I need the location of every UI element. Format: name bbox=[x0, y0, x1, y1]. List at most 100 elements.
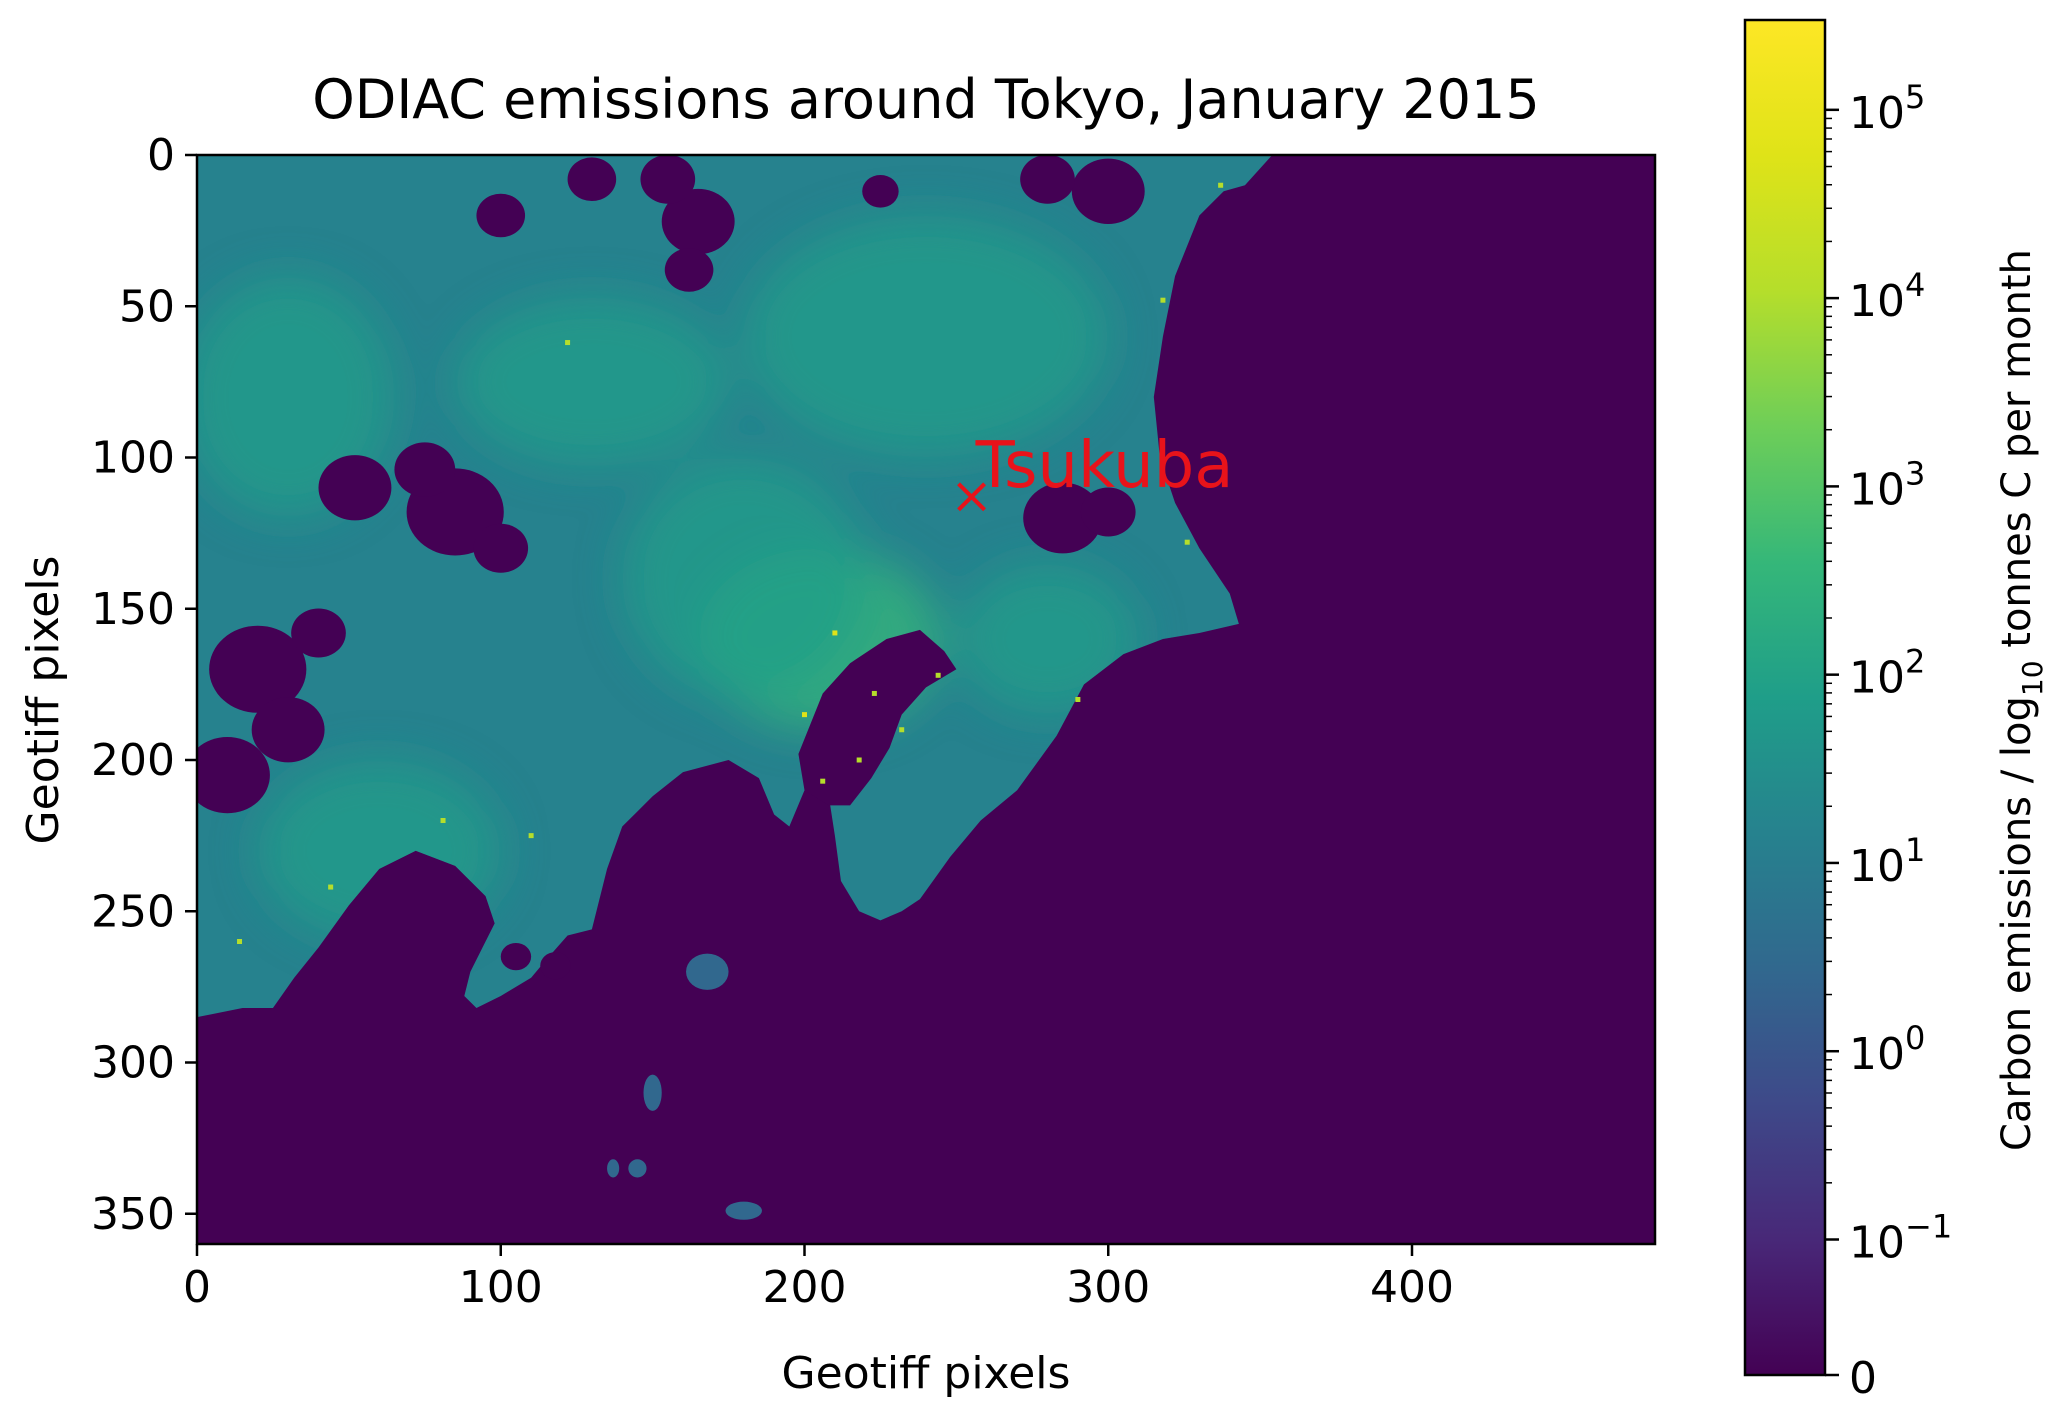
colorbar-label: Carbon emissions / log10 tonnes C per mo… bbox=[1994, 249, 2049, 1151]
emission-hotspot bbox=[802, 712, 807, 718]
x-tick-label: 200 bbox=[763, 1262, 847, 1313]
y-axis-label: Geotiff pixels bbox=[18, 556, 69, 845]
colorbar-tick: 102 bbox=[1825, 643, 1925, 704]
zero-emission-patch bbox=[476, 193, 526, 238]
emission-hotspot bbox=[528, 833, 534, 839]
colorbar-tick: 10−1 bbox=[1825, 1208, 1952, 1269]
y-tick: 250 bbox=[91, 886, 197, 937]
tsukuba-marker bbox=[957, 482, 986, 512]
colorbar-tick: 103 bbox=[1825, 454, 1925, 515]
x-tick: 400 bbox=[1370, 1244, 1454, 1313]
island bbox=[607, 1159, 620, 1178]
x-tick: 200 bbox=[763, 1244, 847, 1313]
y-tick: 50 bbox=[119, 281, 197, 332]
land-layer bbox=[197, 155, 1273, 1220]
zero-emission-patch bbox=[1071, 158, 1145, 224]
y-tick: 300 bbox=[91, 1038, 197, 1089]
colorbar-tick-label: 101 bbox=[1849, 831, 1925, 892]
y-axis: 0 50 100 150 200 250 300 350 bbox=[91, 130, 197, 1240]
island bbox=[643, 1074, 662, 1111]
colorbar-label-sub: 10 bbox=[2016, 660, 2049, 696]
emission-hotspot bbox=[1184, 539, 1190, 545]
x-tick-label: 400 bbox=[1370, 1262, 1454, 1313]
y-tick-label: 50 bbox=[119, 281, 175, 332]
emission-hotspot bbox=[328, 884, 334, 890]
colorbar-label-prefix: Carbon emissions / log bbox=[1994, 696, 2040, 1151]
emission-hotspot bbox=[440, 818, 446, 823]
island bbox=[628, 1159, 647, 1178]
x-axis: 0 100 200 300 400 bbox=[183, 1244, 1454, 1313]
colorbar: 0 10−1 100 101 102 103 104 105 Carbon emissions… bbox=[1743, 18, 2049, 1404]
emission-hotspot bbox=[1218, 182, 1224, 188]
colorbar-tick-label: 102 bbox=[1849, 643, 1925, 704]
x-tick: 300 bbox=[1066, 1244, 1150, 1313]
x-tick-label: 0 bbox=[183, 1262, 211, 1313]
colorbar-tick-label: 100 bbox=[1849, 1019, 1925, 1080]
zero-emission-patch bbox=[251, 697, 325, 763]
colorbar-gradient bbox=[1745, 20, 1825, 1375]
colorbar-label-suffix: tonnes C per month bbox=[1994, 249, 2040, 660]
colorbar-tick-label: 105 bbox=[1849, 78, 1925, 139]
zero-emission-patch bbox=[567, 157, 617, 201]
y-tick: 0 bbox=[147, 130, 197, 181]
colorbar-ticks: 0 10−1 100 101 102 103 104 105 bbox=[1825, 78, 1952, 1404]
y-tick-label: 100 bbox=[91, 433, 175, 484]
zero-emission-patch bbox=[318, 455, 392, 521]
colorbar-tick: 101 bbox=[1825, 831, 1925, 892]
y-tick-label: 350 bbox=[91, 1189, 175, 1240]
y-tick-label: 300 bbox=[91, 1038, 175, 1089]
heatmap-plot-area bbox=[197, 155, 1655, 1244]
emission-hotspot bbox=[237, 939, 243, 944]
colorbar-tick: 100 bbox=[1825, 1019, 1925, 1080]
y-tick: 350 bbox=[91, 1189, 197, 1240]
x-axis-label: Geotiff pixels bbox=[782, 1348, 1071, 1399]
zero-emission-patch bbox=[500, 943, 532, 971]
emission-region bbox=[455, 297, 729, 467]
emission-hotspot bbox=[1075, 697, 1081, 702]
colorbar-tick: 105 bbox=[1825, 78, 1925, 139]
zero-emission-patch bbox=[1080, 487, 1136, 537]
zero-emission-patch bbox=[1023, 482, 1103, 554]
zero-emission-patch bbox=[209, 625, 307, 713]
emission-gradient bbox=[197, 215, 1139, 942]
y-tick-label: 250 bbox=[91, 886, 175, 937]
colorbar-tick: 104 bbox=[1825, 266, 1925, 327]
zero-emission-patch bbox=[291, 608, 346, 658]
emission-hotspot bbox=[832, 630, 838, 636]
emission-region bbox=[956, 563, 1139, 715]
island bbox=[686, 953, 729, 990]
emission-hotspot bbox=[565, 340, 571, 346]
colorbar-tick-label: 104 bbox=[1849, 266, 1925, 327]
zero-emission-patch bbox=[473, 523, 529, 573]
zero-emission-patch bbox=[394, 442, 456, 497]
colorbar-tick-label: 103 bbox=[1849, 454, 1925, 515]
emission-hotspot bbox=[820, 778, 826, 784]
colorbar-frame bbox=[1743, 18, 1827, 1377]
zero-emission-patch bbox=[1020, 155, 1075, 204]
emission-hotspot bbox=[871, 690, 877, 696]
colorbar-tick-label: 10−1 bbox=[1849, 1208, 1952, 1269]
zero-emission-patch bbox=[540, 952, 571, 980]
chart-title: ODIAC emissions around Tokyo, January 20… bbox=[312, 68, 1539, 131]
emission-region bbox=[743, 215, 1109, 458]
tsukuba-annotation: Tsukuba bbox=[957, 429, 1234, 512]
zero-emission-patch bbox=[661, 188, 735, 255]
marker-stroke bbox=[957, 482, 986, 512]
bay-water bbox=[798, 629, 957, 806]
emission-hotspot bbox=[899, 727, 905, 733]
tsukuba-label: Tsukuba bbox=[975, 429, 1234, 503]
y-tick: 200 bbox=[91, 735, 197, 786]
x-tick-label: 300 bbox=[1066, 1262, 1150, 1313]
zero-emission-patch bbox=[664, 248, 714, 292]
emission-region bbox=[622, 457, 866, 700]
y-tick: 150 bbox=[91, 584, 197, 635]
emission-hotspot bbox=[1160, 297, 1166, 303]
emission-hotspot bbox=[935, 672, 941, 678]
y-tick-label: 150 bbox=[91, 584, 175, 635]
y-tick: 100 bbox=[91, 433, 197, 484]
x-tick-label: 100 bbox=[459, 1262, 543, 1313]
colorbar-tick: 0 bbox=[1825, 1353, 1877, 1404]
colorbar-tick-label: 0 bbox=[1849, 1353, 1877, 1404]
zero-emission-patch bbox=[197, 737, 270, 814]
